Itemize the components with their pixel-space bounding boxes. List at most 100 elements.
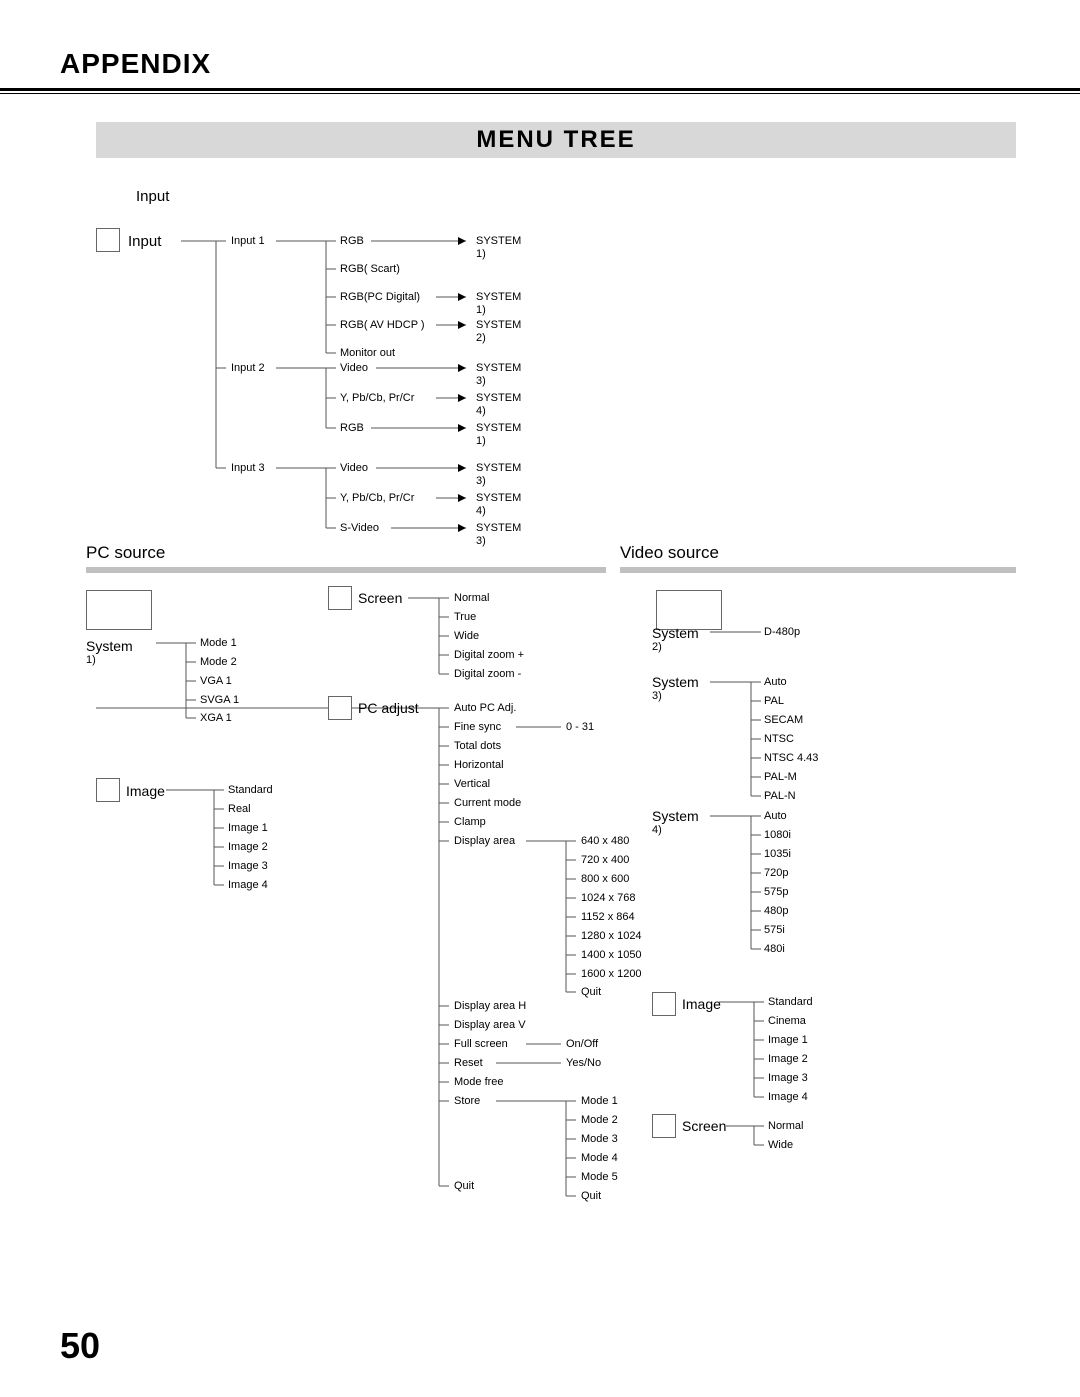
s3-ntsc443: NTSC 4.43 — [764, 752, 818, 764]
sys-3b: SYSTEM — [476, 462, 521, 474]
vimg-std: Standard — [768, 996, 813, 1008]
pc-img4: Image 4 — [228, 879, 268, 891]
adj-auto: Auto PC Adj. — [454, 702, 516, 714]
page-number: 50 — [60, 1325, 100, 1367]
rgb-pc-digital: RGB(PC Digital) — [340, 291, 420, 303]
stm-quit: Quit — [581, 1190, 601, 1202]
res2: 720 x 400 — [581, 854, 629, 866]
adj-fine: Fine sync — [454, 721, 501, 733]
vimg3: Image 3 — [768, 1072, 808, 1084]
adj-full: Full screen — [454, 1038, 508, 1050]
sys-1c: SYSTEM — [476, 422, 521, 434]
pc-scr-dzm: Digital zoom - — [454, 668, 521, 680]
sys-3c-n: 3) — [476, 535, 486, 547]
vimg4: Image 4 — [768, 1091, 808, 1103]
rgb-i2: RGB — [340, 422, 364, 434]
sys-1a: SYSTEM — [476, 235, 521, 247]
vid-d480p: D-480p — [764, 626, 800, 638]
res5: 1152 x 864 — [581, 911, 635, 923]
s4-auto: Auto — [764, 810, 787, 822]
pc-scr-normal: Normal — [454, 592, 489, 604]
ypbcb-i2: Y, Pb/Cb, Pr/Cr — [340, 392, 414, 404]
stm2: Mode 2 — [581, 1114, 618, 1126]
stm4: Mode 4 — [581, 1152, 618, 1164]
rule-thick — [0, 88, 1080, 91]
adj-da: Display area — [454, 835, 515, 847]
pc-adjust: PC adjust — [358, 700, 419, 716]
video-i2: Video — [340, 362, 368, 374]
input1: Input 1 — [231, 235, 265, 247]
res3: 800 x 600 — [581, 873, 629, 885]
s4-1080i: 1080i — [764, 829, 791, 841]
s4-480i: 480i — [764, 943, 785, 955]
pc-img1: Image 1 — [228, 822, 268, 834]
sys-2a: SYSTEM — [476, 319, 521, 331]
adj-reset-v: Yes/No — [566, 1057, 601, 1069]
pc-source-header: PC source — [86, 543, 165, 563]
res4: 1024 x 768 — [581, 892, 635, 904]
sys-3c: SYSTEM — [476, 522, 521, 534]
adj-dah: Display area H — [454, 1000, 526, 1012]
sys-1b-n: 1) — [476, 304, 486, 316]
monitor-out: Monitor out — [340, 347, 395, 359]
sys-4b-n: 4) — [476, 505, 486, 517]
vimg1: Image 1 — [768, 1034, 808, 1046]
pc-screen-box — [328, 586, 352, 610]
sys-4a-n: 4) — [476, 405, 486, 417]
sys-3a-n: 3) — [476, 375, 486, 387]
pc-scr-wide: Wide — [454, 630, 479, 642]
s3-paln: PAL-N — [764, 790, 796, 802]
pc-adjust-box — [328, 696, 352, 720]
vimg-cin: Cinema — [768, 1015, 806, 1027]
adj-reset: Reset — [454, 1057, 483, 1069]
video-gray-bar — [620, 567, 1016, 573]
s3-palm: PAL-M — [764, 771, 797, 783]
pc-img2: Image 2 — [228, 841, 268, 853]
adj-dav: Display area V — [454, 1019, 526, 1031]
adj-cur: Current mode — [454, 797, 521, 809]
sys-2a-n: 2) — [476, 332, 486, 344]
svideo: S-Video — [340, 522, 379, 534]
sys-4a: SYSTEM — [476, 392, 521, 404]
pc-img-real: Real — [228, 803, 251, 815]
adj-mfree: Mode free — [454, 1076, 504, 1088]
pc-mode1: Mode 1 — [200, 637, 237, 649]
s3-auto: Auto — [764, 676, 787, 688]
s3-secam: SECAM — [764, 714, 803, 726]
s4-575p: 575p — [764, 886, 788, 898]
sys-4b: SYSTEM — [476, 492, 521, 504]
stm5: Mode 5 — [581, 1171, 618, 1183]
vid-image-box — [652, 992, 676, 1016]
res1: 640 x 480 — [581, 835, 629, 847]
res6: 1280 x 1024 — [581, 930, 642, 942]
rgb-av-hdcp: RGB( AV HDCP ) — [340, 319, 425, 331]
stm3: Mode 3 — [581, 1133, 618, 1145]
adj-store: Store — [454, 1095, 480, 1107]
s4-720p: 720p — [764, 867, 788, 879]
res7: 1400 x 1050 — [581, 949, 642, 961]
input2: Input 2 — [231, 362, 265, 374]
vid-screen-box — [652, 1114, 676, 1138]
res-quit: Quit — [581, 986, 601, 998]
pc-xga: XGA 1 — [200, 712, 232, 724]
rgb-scart: RGB( Scart) — [340, 263, 400, 275]
pc-vga: VGA 1 — [200, 675, 232, 687]
pc-image: Image — [126, 783, 165, 799]
menu-tree-title: MENU TREE — [96, 122, 1016, 158]
video-i3: Video — [340, 462, 368, 474]
pc-system-note: 1) — [86, 654, 96, 666]
res8: 1600 x 1200 — [581, 968, 642, 980]
appendix-heading: APPENDIX — [60, 48, 1080, 80]
pc-svga: SVGA 1 — [200, 694, 239, 706]
stm1: Mode 1 — [581, 1095, 618, 1107]
pc-scr-true: True — [454, 611, 476, 623]
video-source-header: Video source — [620, 543, 719, 563]
pc-screen: Screen — [358, 590, 402, 606]
sys-3b-n: 3) — [476, 475, 486, 487]
pc-image-box — [96, 778, 120, 802]
rule-thin — [0, 93, 1080, 94]
adj-clamp: Clamp — [454, 816, 486, 828]
adj-vert: Vertical — [454, 778, 490, 790]
ypbcb-i3: Y, Pb/Cb, Pr/Cr — [340, 492, 414, 504]
pc-img3: Image 3 — [228, 860, 268, 872]
